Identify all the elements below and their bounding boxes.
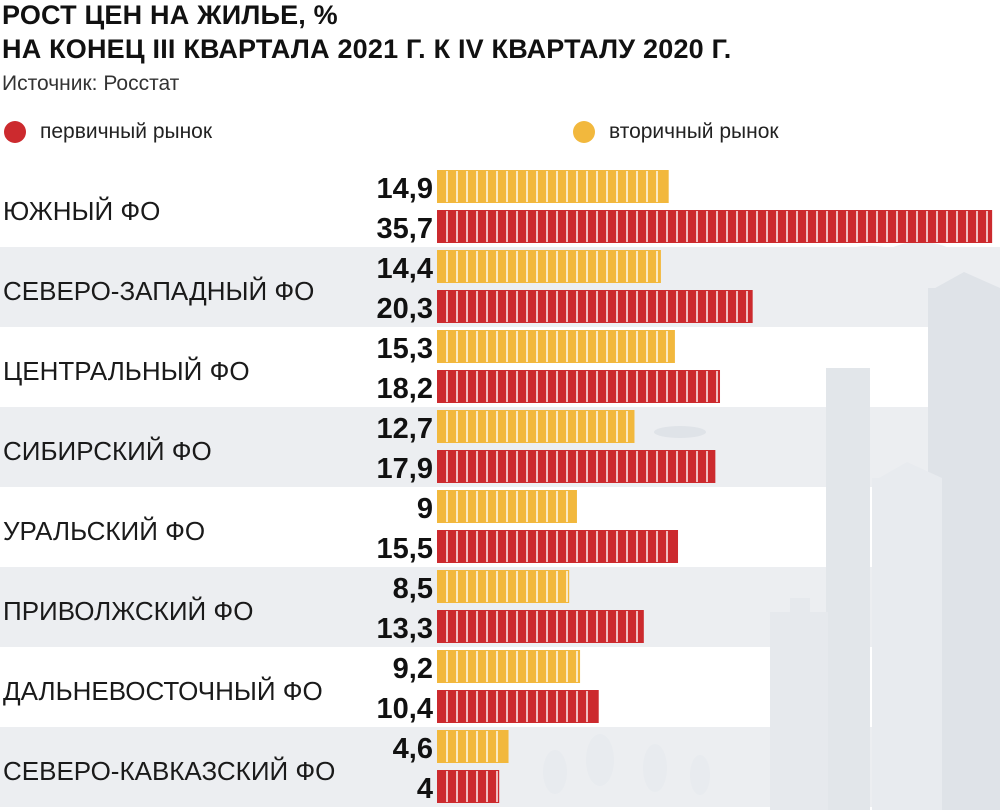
- data-label: 18,2: [377, 373, 433, 405]
- legend-swatch-secondary: [573, 121, 595, 143]
- category-label: УРАЛЬСКИЙ ФО: [3, 516, 205, 546]
- data-label: 14,4: [377, 253, 433, 285]
- bar-fill: [437, 690, 599, 723]
- bar: [437, 650, 581, 683]
- chart-title: РОСТ ЦЕН НА ЖИЛЬЕ, %: [2, 0, 338, 30]
- bar: [437, 290, 753, 323]
- tower-front: [872, 478, 942, 810]
- bar: [437, 210, 993, 243]
- data-label: 35,7: [377, 213, 433, 245]
- legend-label-primary: первичный рынок: [40, 120, 213, 143]
- value-labels: 14,9 35,7 14,4 20,3 15,3 18,2 12,7 17,9 9 15,5 8,5…: [377, 173, 433, 805]
- bar-fill: [437, 650, 581, 683]
- source-note: Источник: Росстат: [2, 72, 180, 95]
- category-label: ЦЕНТРАЛЬНЫЙ ФО: [3, 356, 250, 386]
- category-label: СЕВЕРО-ЗАПАДНЫЙ ФО: [3, 276, 314, 306]
- data-label: 14,9: [377, 173, 433, 205]
- city-skyline-illustration: [543, 242, 1000, 810]
- bar: [437, 330, 675, 363]
- category-label: СИБИРСКИЙ ФО: [3, 436, 212, 466]
- tree-4: [690, 755, 710, 795]
- bar-fill: [437, 250, 661, 283]
- data-label: 12,7: [377, 413, 433, 445]
- bar-fill: [437, 330, 675, 363]
- data-label: 15,5: [377, 533, 433, 565]
- bar: [437, 570, 570, 603]
- tree-2: [586, 734, 614, 786]
- bar-fill: [437, 290, 753, 323]
- bar-fill: [437, 410, 635, 443]
- category-label: СЕВЕРО-КАВКАЗСКИЙ ФО: [3, 756, 335, 786]
- data-label: 8,5: [393, 573, 433, 605]
- bar-fill: [437, 730, 509, 763]
- building-low: [770, 612, 828, 810]
- bar-fill: [437, 210, 993, 243]
- legend-swatch-primary: [4, 121, 26, 143]
- cloud-2: [880, 242, 960, 282]
- bar-fill: [437, 610, 644, 643]
- legend-item-secondary: вторичный рынок: [573, 120, 779, 144]
- bar-fill: [437, 370, 721, 403]
- bar: [437, 250, 661, 283]
- legend-label-secondary: вторичный рынок: [609, 120, 779, 143]
- bar: [437, 530, 679, 563]
- bar: [437, 450, 716, 483]
- data-label: 9,2: [393, 653, 433, 685]
- bar: [437, 690, 599, 723]
- bar: [437, 770, 500, 803]
- bar-fill: [437, 170, 669, 203]
- tower-mid: [826, 368, 870, 810]
- data-label: 10,4: [377, 693, 433, 725]
- bar: [437, 490, 577, 523]
- bar: [437, 410, 635, 443]
- data-label: 17,9: [377, 453, 433, 485]
- category-label: ПРИВОЛЖСКИЙ ФО: [3, 596, 253, 626]
- legend-item-primary: первичный рынок: [4, 120, 212, 144]
- tower-right-top: [928, 272, 1000, 300]
- data-label: 9: [417, 493, 433, 525]
- bird-cloud: [654, 426, 706, 438]
- tree-3: [643, 744, 667, 792]
- bars: [437, 170, 993, 803]
- building-low-top: [790, 598, 810, 612]
- bar-fill: [437, 450, 716, 483]
- bar: [437, 730, 509, 763]
- bar: [437, 370, 721, 403]
- tree-1: [543, 750, 567, 794]
- chart-subtitle: НА КОНЕЦ III КВАРТАЛА 2021 Г. К IV КВАРТ…: [2, 34, 732, 64]
- data-label: 15,3: [377, 333, 433, 365]
- data-label: 13,3: [377, 613, 433, 645]
- category-label: ЮЖНЫЙ ФО: [3, 196, 160, 226]
- data-label: 4: [417, 773, 433, 805]
- tower-front-top: [872, 462, 942, 482]
- data-label: 4,6: [393, 733, 433, 765]
- data-label: 20,3: [377, 293, 433, 325]
- bar: [437, 170, 669, 203]
- category-labels: ЮЖНЫЙ ФО СЕВЕРО-ЗАПАДНЫЙ ФО ЦЕНТРАЛЬНЫЙ ФО…: [3, 196, 335, 786]
- category-label: ДАЛЬНЕВОСТОЧНЫЙ ФО: [3, 676, 323, 706]
- bar: [437, 610, 644, 643]
